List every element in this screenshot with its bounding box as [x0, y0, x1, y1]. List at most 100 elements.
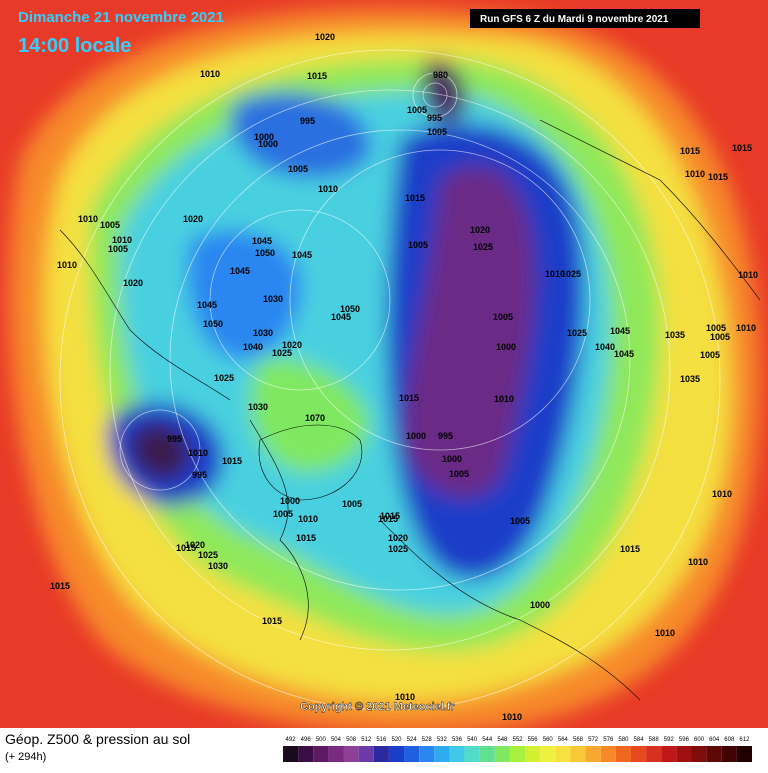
legend-swatch [434, 746, 450, 762]
pressure-label: 1015 [380, 511, 400, 521]
legend-swatch [509, 746, 526, 762]
pressure-label: 1025 [388, 544, 408, 554]
pressure-label: 1010 [655, 628, 675, 638]
pressure-label: 1010 [688, 557, 708, 567]
pressure-label: 1005 [449, 469, 469, 479]
pressure-label: 1015 [405, 193, 425, 203]
legend-label: 512 [361, 737, 372, 743]
pressure-label: 1015 [296, 533, 316, 543]
pressure-label: 1015 [378, 514, 398, 524]
legend-swatch [585, 746, 601, 762]
pressure-label: 1010 [298, 514, 318, 524]
pressure-label: 1020 [388, 533, 408, 543]
legend-swatch [691, 746, 707, 762]
pressure-label: 1070 [305, 413, 325, 423]
pressure-label: 1015 [50, 581, 70, 591]
pressure-label: 1010 [738, 270, 758, 280]
date-title: Dimanche 21 novembre 2021 [18, 9, 224, 26]
pressure-label: 1020 [183, 214, 203, 224]
pressure-label: 1010 [78, 214, 98, 224]
legend-swatch [358, 746, 374, 762]
legend-label: 532 [437, 737, 448, 743]
pressure-label: 1015 [620, 544, 640, 554]
pressure-label: 1020 [123, 278, 143, 288]
pressure-label: 1025 [567, 328, 587, 338]
pressure-label: 1005 [408, 240, 428, 250]
pressure-label: 995 [427, 113, 442, 123]
pressure-label: 1010 [395, 692, 415, 702]
legend-label: 600 [694, 737, 705, 743]
legend-label: 608 [724, 737, 735, 743]
pressure-label: 1010 [188, 448, 208, 458]
pressure-label: 1015 [399, 393, 419, 403]
legend-swatch [570, 746, 586, 762]
time-title: 14:00 locale [18, 35, 131, 57]
coastlines [59, 119, 761, 701]
legend-swatch [721, 746, 737, 762]
legend-label: 592 [664, 737, 675, 743]
pressure-label: 1005 [427, 127, 447, 137]
legend-label: 584 [634, 737, 645, 743]
legend-swatch [661, 746, 677, 762]
legend-label: 524 [407, 737, 418, 743]
legend-swatch [283, 746, 299, 762]
pressure-label: 1010 [712, 489, 732, 499]
pressure-label: 1045 [610, 326, 630, 336]
legend-swatch [706, 746, 722, 762]
legend-label: 552 [512, 737, 523, 743]
pressure-label: 1015 [307, 71, 327, 81]
pressure-label: 1010 [200, 69, 220, 79]
pressure-label: 1000 [406, 431, 426, 441]
pressure-label: 1005 [100, 220, 120, 230]
pressure-label: 1025 [272, 348, 292, 358]
legend-swatch [373, 746, 389, 762]
legend-label: 588 [649, 737, 660, 743]
pressure-label: 995 [438, 431, 453, 441]
pressure-label: 1035 [665, 330, 685, 340]
legend-label: 540 [467, 737, 478, 743]
pressure-label: 1005 [288, 164, 308, 174]
pressure-label: 1000 [280, 496, 300, 506]
legend-label: 520 [391, 737, 402, 743]
pressure-label: 1015 [262, 616, 282, 626]
legend-swatch [646, 746, 662, 762]
legend-label: 496 [301, 737, 312, 743]
pressure-label: 1045 [292, 250, 312, 260]
pressure-label: 1015 [708, 172, 728, 182]
footer-title: Géop. Z500 & pression au sol [5, 731, 190, 747]
legend-swatch [464, 746, 480, 762]
pressure-label: 1015 [176, 543, 196, 553]
pressure-label: 1040 [595, 342, 615, 352]
pressure-label: 1005 [510, 516, 530, 526]
legend-label: 568 [573, 737, 584, 743]
pressure-label: 1000 [530, 600, 550, 610]
legend-swatch [630, 746, 647, 762]
run-info: Run GFS 6 Z du Mardi 9 novembre 2021 [480, 14, 669, 25]
pressure-label: 1035 [680, 374, 700, 384]
pressure-label: 980 [433, 70, 448, 80]
pressure-label: 1005 [108, 244, 128, 254]
legend-swatch [479, 746, 495, 762]
legend-label: 560 [543, 737, 554, 743]
legend-swatch [404, 746, 420, 762]
pressure-label: 1005 [407, 105, 427, 115]
pressure-label: 1050 [255, 248, 275, 258]
legend-swatch [736, 746, 752, 762]
pressure-label: 1025 [473, 242, 493, 252]
legend-label: 500 [316, 737, 327, 743]
isolines [59, 49, 721, 711]
pressure-label: 1005 [706, 323, 726, 333]
legend-swatch [343, 746, 359, 762]
pressure-label: 1020 [185, 540, 205, 550]
pressure-label: 1045 [331, 312, 351, 322]
legend-swatch [419, 746, 435, 762]
legend-label: 564 [558, 737, 569, 743]
legend-swatch [676, 746, 692, 762]
pressure-label: 1025 [198, 550, 218, 560]
pressure-label: 995 [192, 470, 207, 480]
pressure-label: 1010 [494, 394, 514, 404]
legend-swatch [555, 746, 571, 762]
legend-label: 576 [603, 737, 614, 743]
